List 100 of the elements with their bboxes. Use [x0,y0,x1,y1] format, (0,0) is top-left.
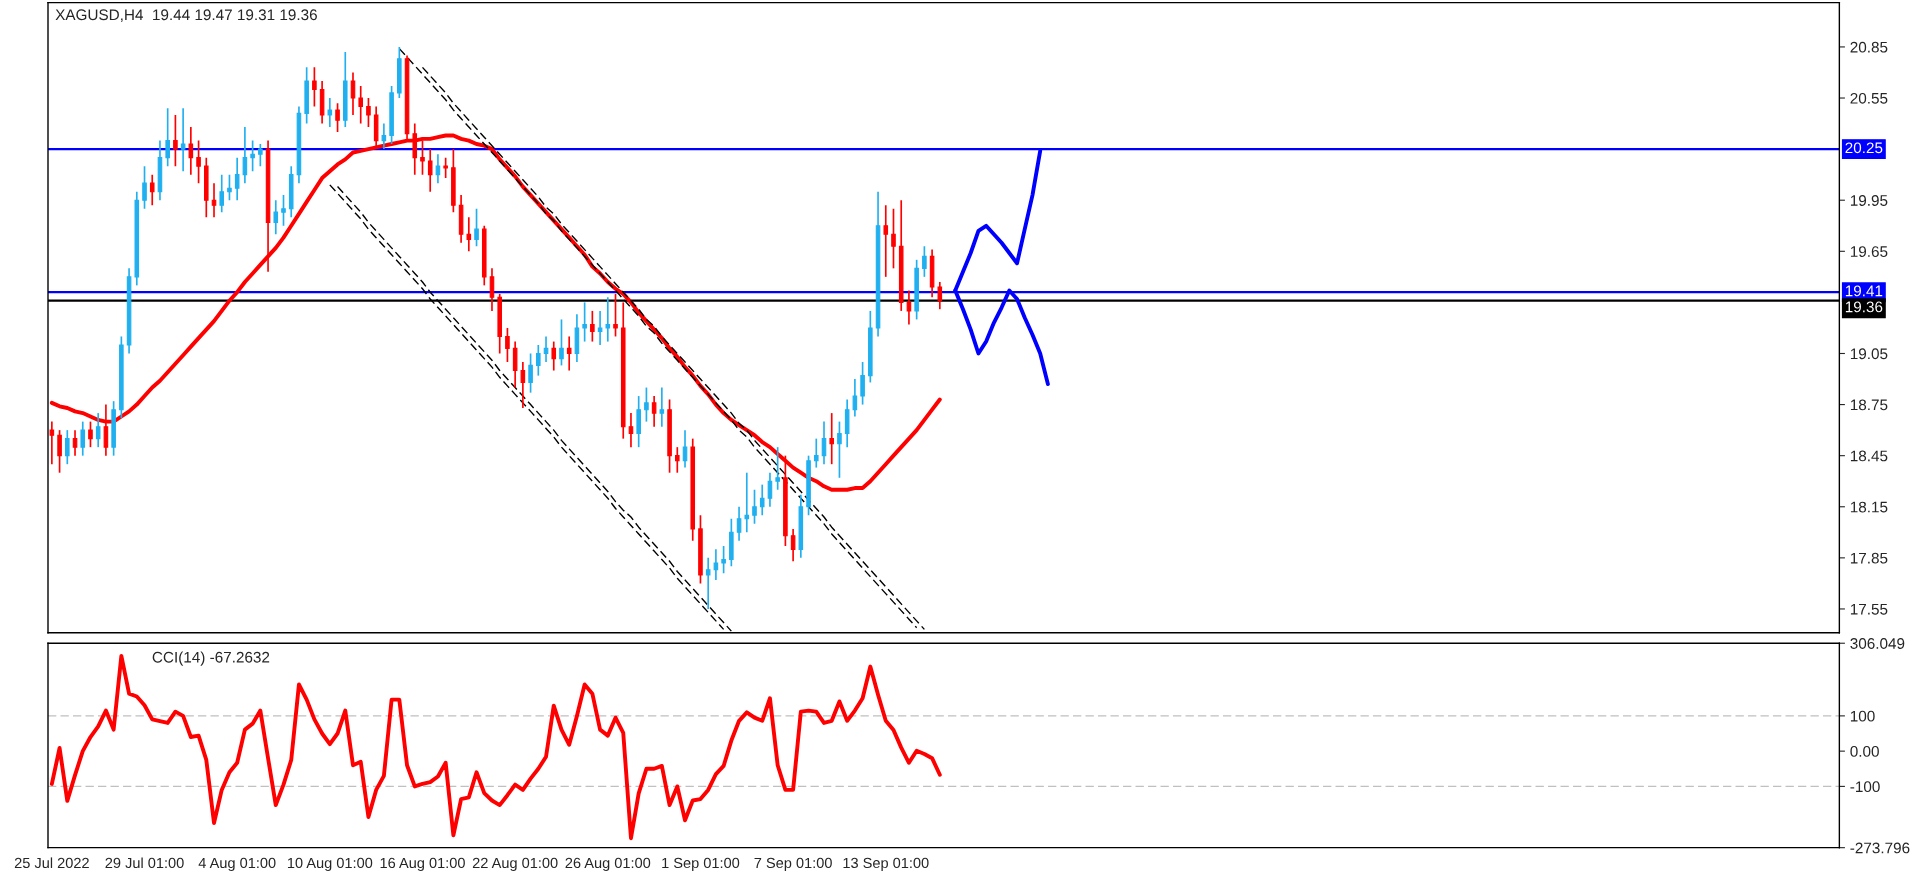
candlestick [258,143,263,167]
candlestick [829,412,835,466]
y-tick-label: 20.85 [1850,41,1888,53]
x-tick-label: 7 Sep 01:00 [754,857,832,871]
x-tick-label: 29 Jul 01:00 [105,857,184,869]
candlestick [744,471,750,534]
candlestick [273,199,279,236]
candlestick [505,327,510,363]
candlestick [883,204,889,278]
candlestick [644,386,649,423]
candlestick [95,412,101,448]
candlestick [713,548,719,581]
candlestick [188,126,194,176]
y-tick-label: 0.00 [1850,746,1879,757]
candlestick [922,245,927,278]
candlestick [173,114,178,167]
candlestick [103,403,109,457]
ref-line-label: 19.36 [1845,301,1883,313]
candlestick [551,340,557,372]
x-tick-label: 16 Aug 01:00 [380,857,465,871]
candlestick [227,173,232,202]
candlestick [72,429,78,457]
candlestick [489,267,495,312]
candlestick [860,361,865,406]
candlestick [852,378,858,418]
candlestick [358,85,364,125]
candlestick [312,66,317,108]
y-tick-label: 18.15 [1850,501,1888,513]
y-tick-label: 19.95 [1850,195,1888,206]
candlestick [844,398,850,448]
candlestick [566,335,572,372]
y-tick-label: -100 [1850,781,1880,793]
candlestick [528,352,533,394]
ref-line-label: 20.25 [1845,142,1883,154]
candlestick [327,97,333,128]
candlestick [180,107,186,173]
y-tick-label: 19.05 [1850,348,1888,360]
text: CCI(14) -67.2632 [152,651,270,666]
candlestick [512,340,518,389]
x-tick-label: 1 Sep 01:00 [662,857,740,871]
x-tick-label: 10 Aug 01:00 [287,857,373,871]
x-tick-label: 4 Aug 01:00 [198,857,276,871]
candlestick [350,71,356,116]
candlestick [149,173,155,207]
candlestick [837,420,842,479]
candlestick [906,289,912,326]
candlestick [790,528,796,563]
y-tick-label: 18.75 [1850,399,1888,411]
y-tick-label: 20.55 [1850,92,1888,104]
y-tick-label: 17.85 [1850,552,1888,564]
candlestick [752,488,757,525]
ref-line-label: 19.41 [1845,285,1883,297]
candlestick [628,412,634,448]
candlestick [559,318,564,367]
candlestick [381,122,387,150]
candlestick [474,207,479,248]
candlestick [88,420,93,448]
candlestick [335,102,340,133]
x-tick-label: 26 Aug 01:00 [565,857,651,871]
candlestick [250,139,255,173]
candlestick [366,97,371,128]
candlestick [420,139,425,176]
candlestick [234,156,240,202]
candlestick [57,429,62,474]
candlestick [536,344,541,377]
candlestick [142,165,147,210]
line-series [49,653,942,841]
candlestick [759,483,765,517]
candlestick [605,296,611,343]
candlestick [659,386,665,428]
candlestick [219,173,225,213]
candlestick [427,148,433,193]
candlestick [705,557,711,610]
candlestick [590,310,595,343]
candlestick [651,395,657,428]
candlestick [80,420,86,457]
candlestick [613,293,618,338]
x-tick-label: 22 Aug 01:00 [472,857,558,871]
y-tick-label: -273.796 [1850,842,1910,854]
x-tick-label: 13 Sep 01:00 [843,857,929,871]
x-tick-label: 25 Jul 2022 [14,857,89,869]
candlestick [937,281,943,311]
chart-title: XAGUSD,H4 19.44 19.47 19.31 19.36 [55,9,317,22]
candlestick [813,437,819,469]
candlestick [443,156,448,179]
y-tick-label: 18.45 [1850,450,1888,462]
candlestick [582,301,587,343]
candlestick [675,446,680,474]
y-tick-label: 19.65 [1850,246,1888,257]
candlestick [165,107,170,167]
y-tick-label: 306.049 [1850,638,1905,649]
candlestick [49,420,55,466]
y-tick-label: 17.55 [1850,603,1888,615]
candlestick [636,395,641,448]
y-tick-label: 100 [1850,710,1875,722]
candlestick [736,505,742,542]
candlestick [196,139,201,185]
candlestick [435,153,441,185]
candlestick [466,216,472,253]
candlestick [65,429,70,466]
